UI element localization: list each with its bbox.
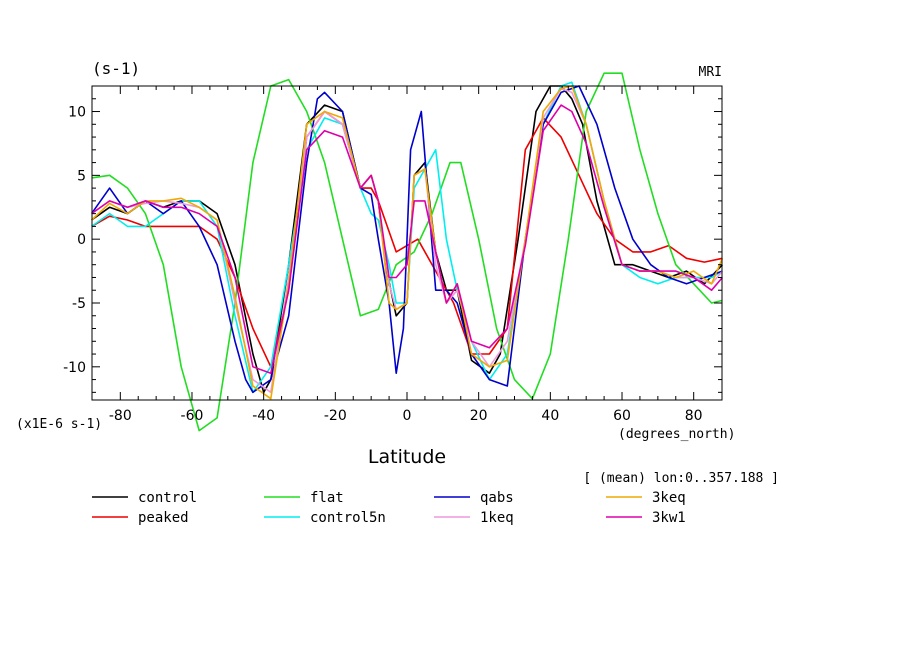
x-tick-label: 60 bbox=[613, 408, 631, 424]
x-tick-label: 20 bbox=[470, 408, 488, 424]
y-tick-label: 10 bbox=[68, 105, 86, 121]
x-tick-label: -60 bbox=[181, 408, 204, 424]
legend-label-3kw1: 3kw1 bbox=[652, 510, 686, 526]
legend-label-control: control bbox=[138, 490, 197, 506]
units-label: (s-1) bbox=[92, 59, 140, 78]
legend-label-peaked: peaked bbox=[138, 510, 189, 526]
x-tick-label: 40 bbox=[541, 408, 559, 424]
y-tick-label: -5 bbox=[72, 296, 86, 312]
axis-ticks bbox=[92, 86, 722, 400]
plot-series-group bbox=[90, 72, 724, 432]
x-tick-label: -80 bbox=[109, 408, 132, 424]
y-tick-label: 5 bbox=[77, 168, 86, 184]
y-tick-label: -10 bbox=[63, 360, 86, 376]
x-tick-label: -20 bbox=[324, 408, 347, 424]
series-line-qabs bbox=[90, 85, 723, 394]
series-line-peaked bbox=[91, 110, 723, 368]
x-tick-label: 80 bbox=[685, 408, 703, 424]
x-tick-label: 0 bbox=[403, 408, 412, 424]
scale-label: (x1E-6 s-1) bbox=[16, 417, 102, 432]
x-axis-title: Latitude bbox=[368, 446, 446, 468]
tick-labels: -80 -60 -40 -20 0 20 40 60 80 -10 -5 0 5 10 bbox=[63, 105, 702, 424]
model-label: MRI bbox=[699, 65, 722, 80]
chart-subtitle: [ (mean) lon:0..357.188 ] bbox=[583, 471, 779, 486]
legend-label-qabs: qabs bbox=[480, 490, 514, 506]
legend: control peaked flat control5n qabs 1keq 3keq 3k… bbox=[92, 490, 686, 526]
y-tick-label: 0 bbox=[77, 232, 86, 248]
legend-label-1keq: 1keq bbox=[480, 510, 514, 526]
series-line-flat bbox=[91, 72, 723, 432]
x-tick-label: -40 bbox=[252, 408, 275, 424]
legend-label-3keq: 3keq bbox=[652, 490, 686, 506]
legend-label-flat: flat bbox=[310, 490, 344, 506]
series-line-3kw1 bbox=[91, 104, 724, 375]
xunits-label: (degrees_north) bbox=[618, 427, 735, 442]
legend-label-control5n: control5n bbox=[310, 510, 386, 526]
